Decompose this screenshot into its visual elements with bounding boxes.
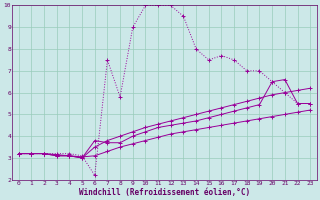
X-axis label: Windchill (Refroidissement éolien,°C): Windchill (Refroidissement éolien,°C) bbox=[79, 188, 250, 197]
